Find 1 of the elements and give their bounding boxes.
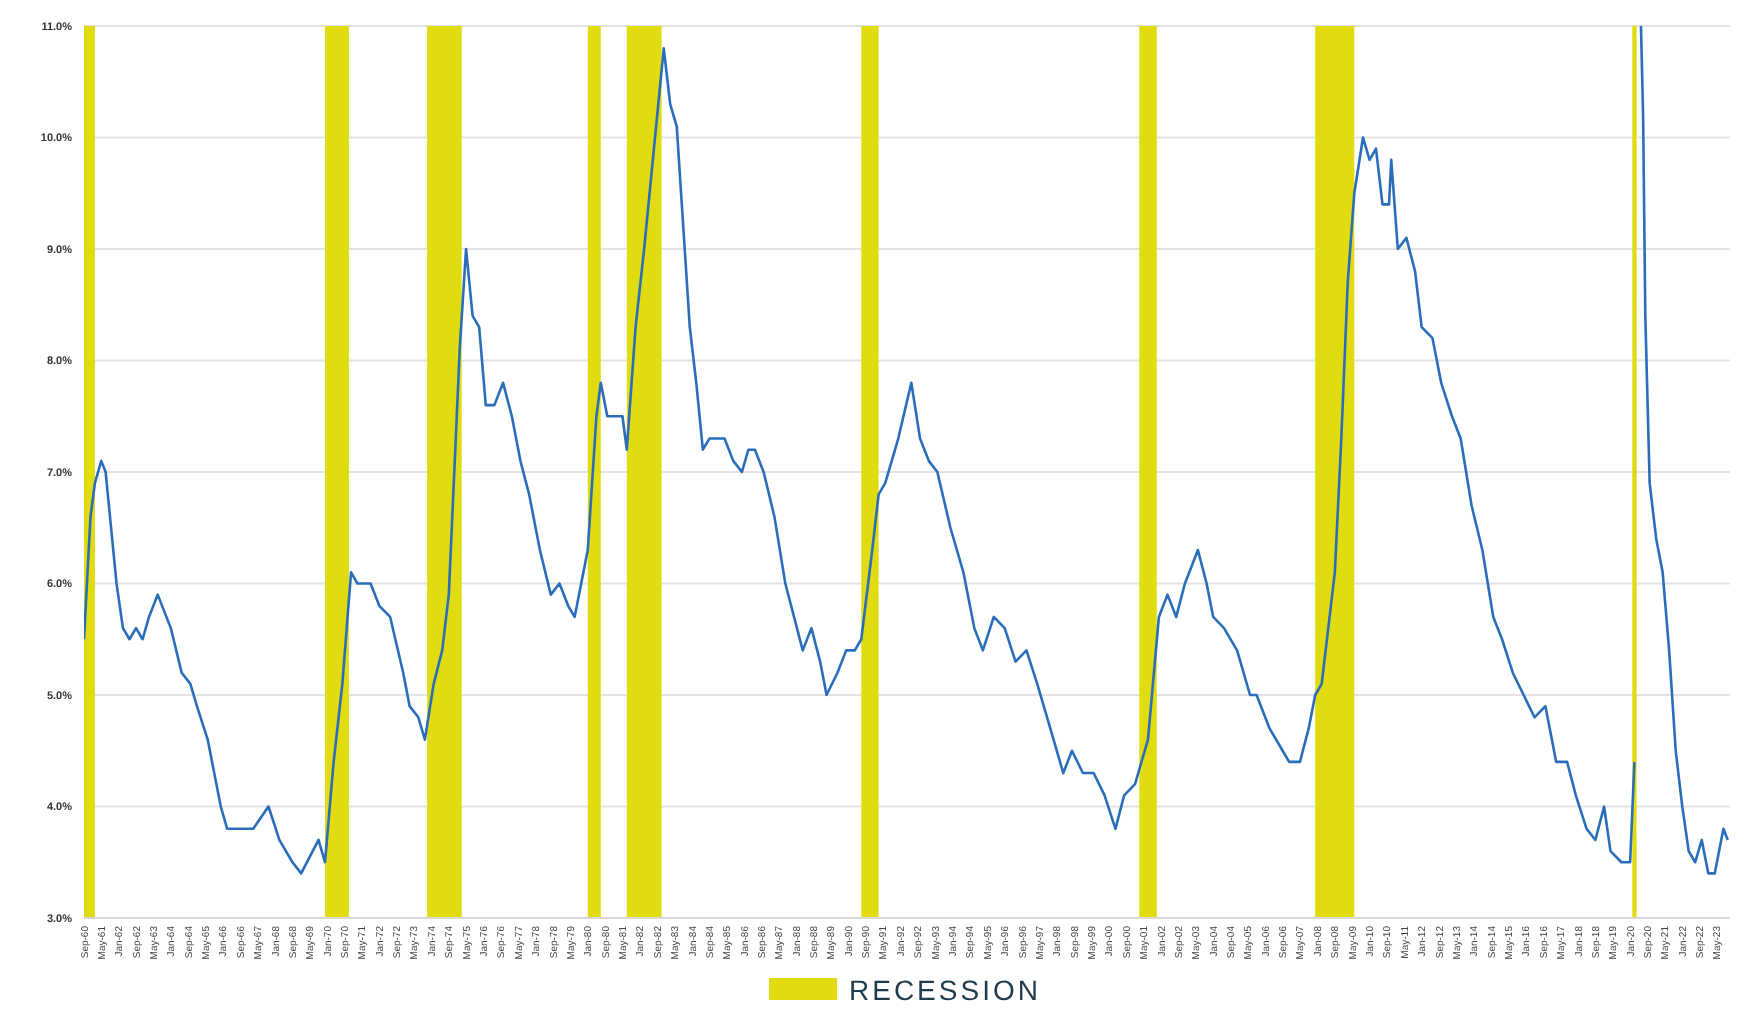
legend-label: RECESSION <box>849 973 1041 1006</box>
